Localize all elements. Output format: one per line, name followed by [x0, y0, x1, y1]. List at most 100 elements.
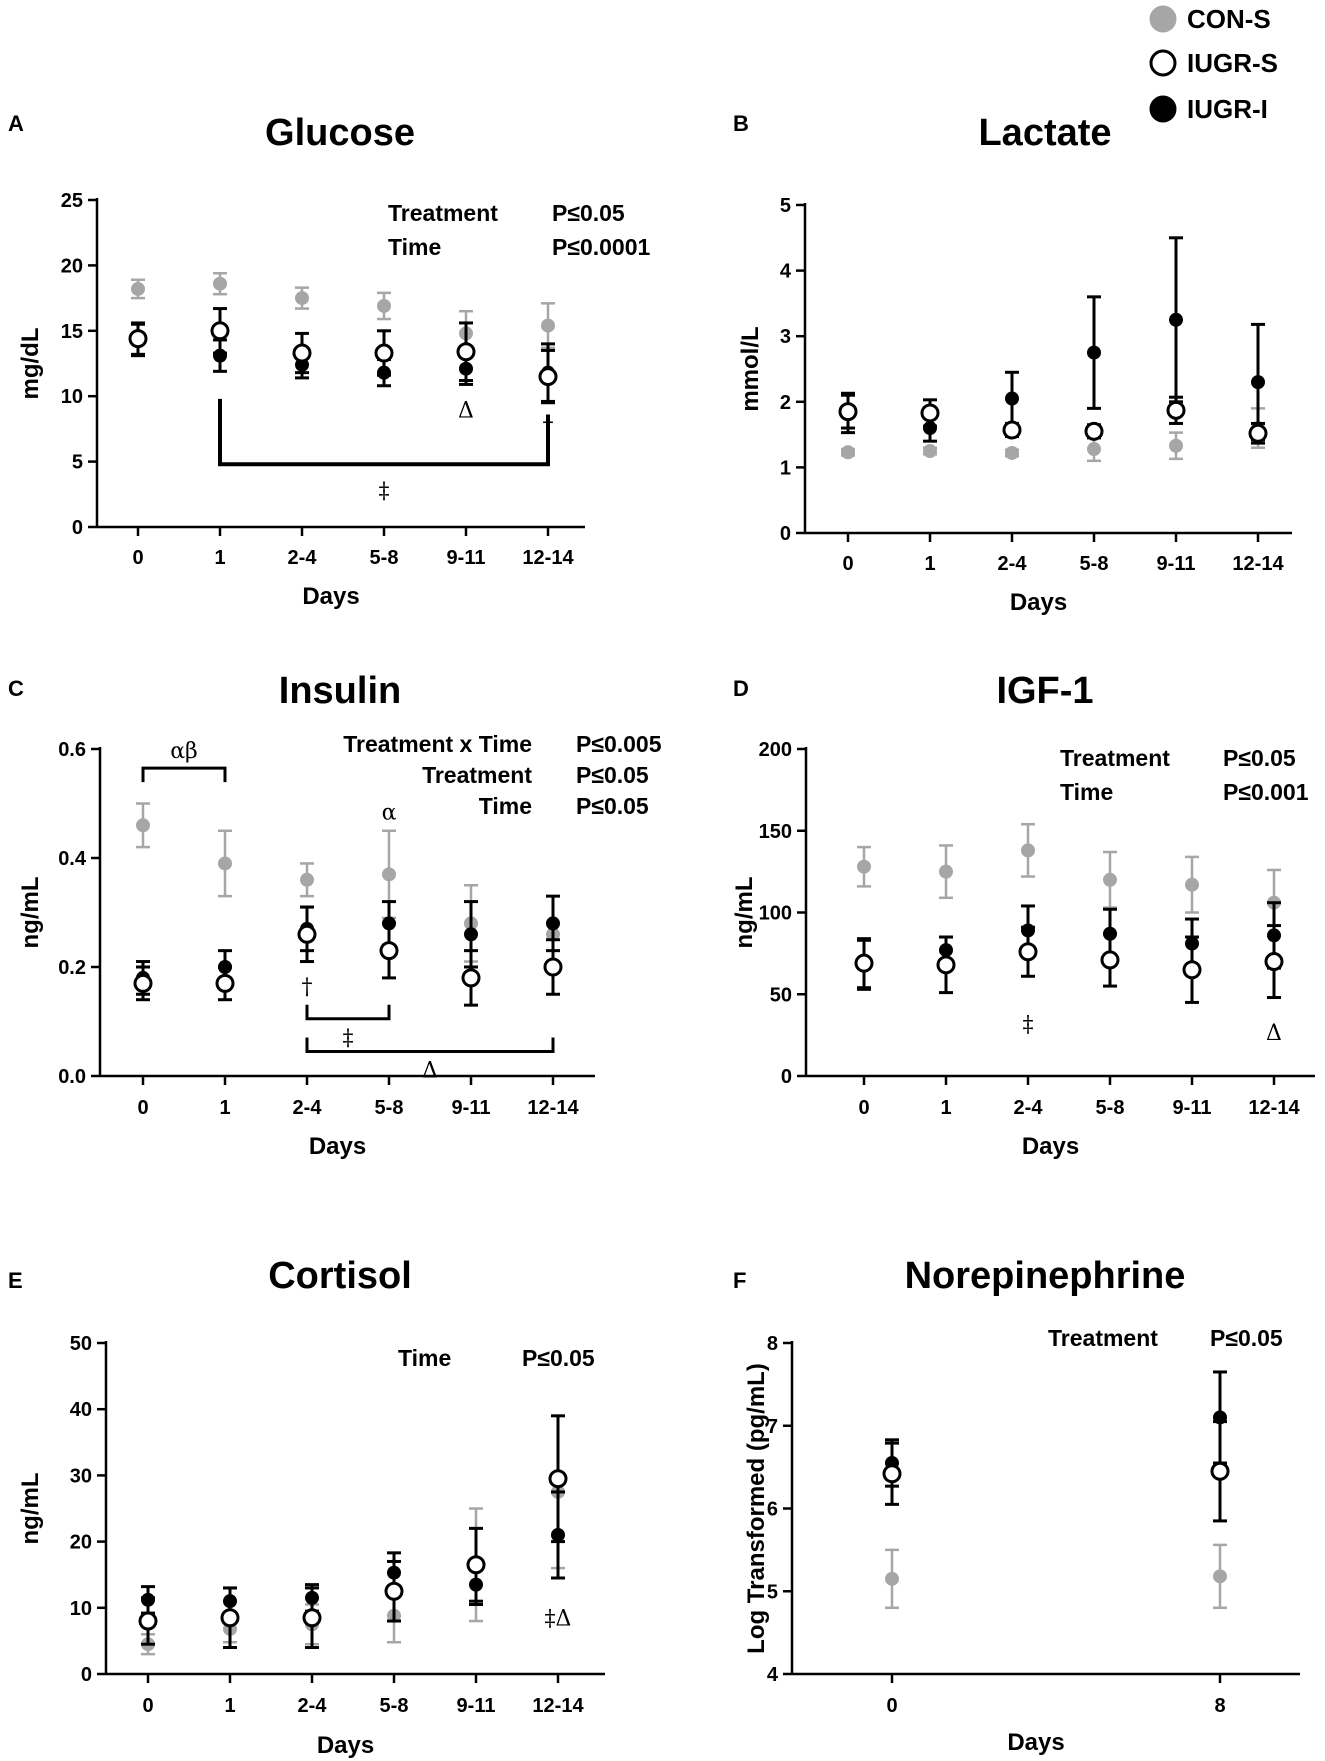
- x-axis-label: Days: [302, 583, 359, 610]
- series-iugr-s: [138, 1414, 568, 1650]
- stat-p-value: P≤0.005: [576, 731, 662, 757]
- y-axis-label: ng/mL: [17, 877, 44, 949]
- y-tick-label: 8: [767, 1333, 778, 1355]
- x-tick-label: 2-4: [298, 1695, 328, 1717]
- stat-label: Time: [479, 793, 532, 819]
- panel-e: E Cortisol 0 10 20 30 40 50 0 1 2-4 5-8 9-11 12-14 Day…: [8, 1255, 605, 1759]
- data-point: [1210, 1461, 1230, 1481]
- panel-letter: E: [8, 1268, 23, 1293]
- series-iugr-i: [131, 322, 555, 403]
- data-point: [302, 1608, 322, 1628]
- x-tick-label: 5-8: [1080, 553, 1109, 575]
- x-tick-label: 9-11: [1157, 553, 1196, 575]
- panel-letter: B: [733, 111, 749, 136]
- y-tick-label: 0: [781, 1066, 792, 1088]
- series-iugr-s: [838, 393, 1268, 445]
- data-point: [461, 968, 481, 988]
- x-tick-label: 9-11: [457, 1695, 496, 1717]
- x-tick-label: 12-14: [1232, 553, 1284, 575]
- data-point: [1264, 952, 1284, 972]
- stat-label: Treatment: [1048, 1325, 1158, 1351]
- legend-label: CON-S: [1187, 4, 1271, 34]
- legend-item: CON-S: [1149, 4, 1271, 34]
- data-point: [136, 818, 150, 833]
- data-point: [1018, 942, 1038, 962]
- x-tick-label: 1: [924, 553, 935, 575]
- bracket-line: [141, 766, 227, 783]
- bracket-symbol: ‡: [379, 479, 390, 504]
- stat-label: Time: [398, 1345, 451, 1371]
- panel-c: C Insulin 0.0 0.2 0.4 0.6 0 1 2-4 5-8 9-11 12-14 Day…: [8, 670, 662, 1160]
- data-point: [543, 957, 563, 977]
- x-tick-label: 0: [137, 1097, 148, 1119]
- data-point: [382, 867, 396, 882]
- data-point: [854, 953, 874, 973]
- y-tick-label: 0.6: [58, 739, 86, 761]
- data-point: [464, 927, 478, 942]
- data-point: [138, 1611, 158, 1631]
- data-point: [466, 1555, 486, 1575]
- x-tick-label: 8: [1214, 1695, 1225, 1717]
- data-point: [857, 859, 871, 874]
- y-tick-label: 5: [72, 452, 83, 474]
- bracket-symbol: Δ: [422, 1058, 438, 1083]
- x-tick-label: 12-14: [1248, 1097, 1300, 1119]
- data-point: [1213, 1569, 1227, 1584]
- y-tick-label: 0: [780, 523, 791, 545]
- y-axis-label: ng/mL: [17, 1473, 44, 1545]
- y-tick-label: 0: [81, 1664, 92, 1686]
- legend-item: IUGR-I: [1149, 94, 1268, 124]
- panel-b: B Lactate 0 1 2 3 4 5 0 1 2-4 5-8 9-11 12-14 Days mmol/…: [733, 111, 1292, 616]
- data-point: [1005, 445, 1019, 460]
- bracket-symbol: ‡: [343, 1026, 354, 1051]
- data-point: [292, 343, 312, 363]
- annotation: †: [302, 975, 313, 1000]
- stat-label: Treatment: [388, 200, 498, 226]
- stat-label: Time: [388, 234, 441, 260]
- x-axis-label: Days: [1010, 589, 1067, 616]
- data-point: [1021, 843, 1035, 858]
- series-iugr-s: [854, 924, 1284, 1004]
- data-point: [541, 318, 555, 333]
- significance-bracket: ‡: [218, 398, 550, 504]
- panel-d: D IGF-1 0 50 100 150 200 0 1 2-4 5-8 9-11 12-14 Days n…: [731, 670, 1315, 1160]
- y-tick-label: 1: [780, 457, 791, 479]
- panel-letter: C: [8, 676, 24, 701]
- chart-title: Lactate: [978, 112, 1111, 154]
- data-point: [1100, 950, 1120, 970]
- x-tick-label: 2-4: [293, 1097, 323, 1119]
- data-point: [1087, 345, 1101, 360]
- series-iugr-s: [128, 307, 558, 405]
- data-point: [131, 281, 145, 296]
- y-tick-label: 0: [72, 517, 83, 539]
- y-tick-label: 5: [780, 195, 791, 217]
- legend-label: IUGR-S: [1187, 48, 1278, 78]
- data-point: [923, 421, 937, 436]
- y-tick-label: 20: [70, 1532, 92, 1554]
- x-tick-label: 9-11: [452, 1097, 491, 1119]
- data-point: [297, 924, 317, 944]
- x-tick-label: 0: [858, 1097, 869, 1119]
- x-tick-label: 1: [219, 1097, 230, 1119]
- annotation: α: [382, 801, 397, 826]
- x-tick-label: 0: [132, 547, 143, 569]
- chart-title: IGF-1: [996, 670, 1093, 712]
- y-tick-label: 50: [70, 1333, 92, 1355]
- x-tick-label: 1: [224, 1695, 235, 1717]
- series-iugr-i: [885, 1370, 1227, 1488]
- data-point: [220, 1608, 240, 1628]
- y-tick-label: 10: [70, 1598, 92, 1620]
- legend: CON-S IUGR-S IUGR-I: [1149, 4, 1278, 124]
- data-point: [939, 864, 953, 879]
- x-tick-label: 5-8: [370, 547, 399, 569]
- x-axis-label: Days: [1022, 1133, 1079, 1160]
- y-tick-label: 200: [759, 739, 792, 761]
- y-tick-label: 40: [70, 1399, 92, 1421]
- x-tick-label: 2-4: [288, 547, 318, 569]
- data-point: [374, 343, 394, 363]
- x-tick-label: 1: [940, 1097, 951, 1119]
- series-iugr-i: [841, 236, 1265, 443]
- x-tick-label: 5-8: [380, 1695, 409, 1717]
- chart-title: Glucose: [265, 112, 415, 154]
